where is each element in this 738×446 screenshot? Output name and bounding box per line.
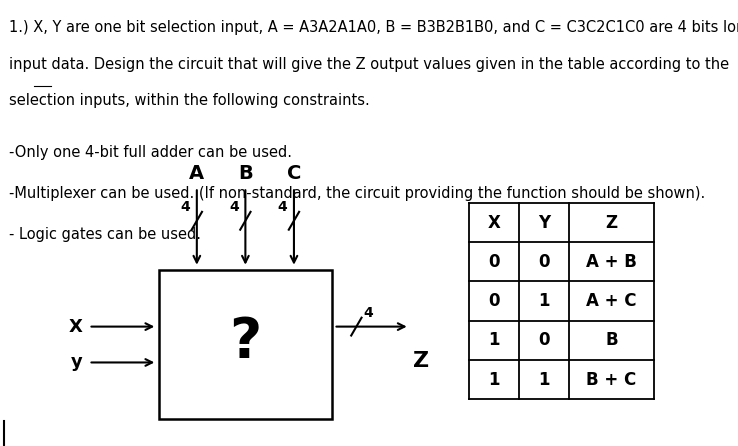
Text: 4: 4 — [180, 200, 190, 214]
Text: B + C: B + C — [586, 371, 637, 388]
Text: selection inputs, within the following constraints.: selection inputs, within the following c… — [9, 93, 370, 108]
Text: B: B — [605, 331, 618, 349]
Text: B: B — [238, 164, 252, 183]
Text: X: X — [487, 214, 500, 231]
Text: 4: 4 — [277, 200, 287, 214]
Text: A + C: A + C — [586, 292, 637, 310]
Text: A + B: A + B — [586, 253, 637, 271]
Text: A: A — [189, 164, 204, 183]
Text: Z: Z — [605, 214, 618, 231]
Text: y: y — [71, 354, 83, 372]
Text: 1: 1 — [538, 292, 550, 310]
Text: 1: 1 — [488, 371, 500, 388]
Text: -Only one 4-bit full adder can be used.: -Only one 4-bit full adder can be used. — [9, 145, 292, 160]
Text: 0: 0 — [488, 292, 500, 310]
Text: -Multiplexer can be used. (If non-standard, the circuit providing the function s: -Multiplexer can be used. (If non-standa… — [9, 186, 705, 201]
Text: 4: 4 — [363, 306, 373, 320]
Text: - Logic gates can be used.: - Logic gates can be used. — [9, 227, 201, 242]
Text: 0: 0 — [538, 253, 550, 271]
Text: 0: 0 — [538, 331, 550, 349]
Text: C: C — [287, 164, 301, 183]
Bar — [159, 270, 332, 419]
Text: 1: 1 — [488, 331, 500, 349]
Text: 4: 4 — [229, 200, 239, 214]
Text: Z: Z — [413, 351, 430, 371]
Text: X: X — [69, 318, 83, 335]
Text: ?: ? — [230, 314, 261, 368]
Text: 1.) X, Y are one bit selection input, A = A3A2A1A0, B = B3B2B1B0, and C = C3C2C1: 1.) X, Y are one bit selection input, A … — [9, 20, 738, 35]
Text: 1: 1 — [538, 371, 550, 388]
Text: input data. Design the circuit that will give the Z output values given in the t: input data. Design the circuit that will… — [9, 57, 729, 72]
Text: 0: 0 — [488, 253, 500, 271]
Text: Y: Y — [538, 214, 550, 231]
